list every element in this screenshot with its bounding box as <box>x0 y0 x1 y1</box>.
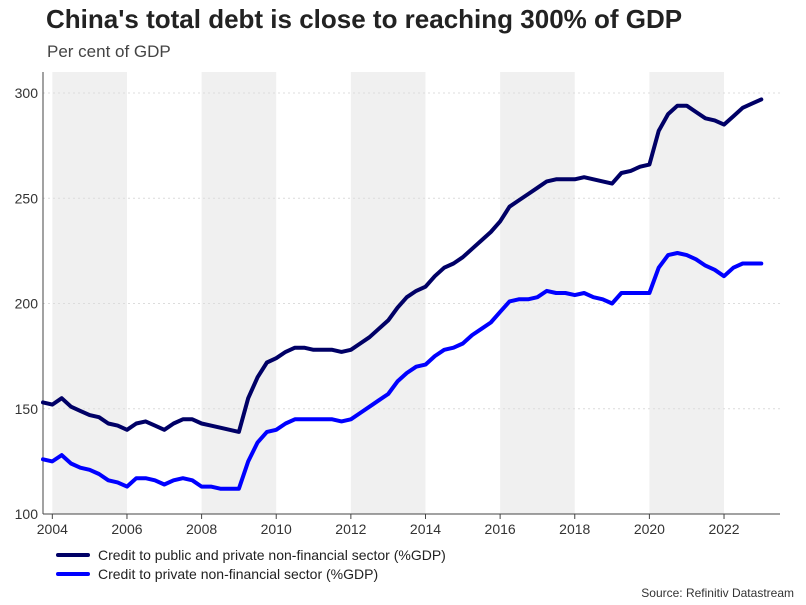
x-tick-label-2012: 2012 <box>335 521 366 537</box>
x-tick-label-2014: 2014 <box>410 521 441 537</box>
x-tick-label-2004: 2004 <box>37 521 68 537</box>
legend-swatch-series-1 <box>56 552 90 557</box>
source-note: Source: Refinitiv Datastream <box>641 586 794 600</box>
x-tick-label-2018: 2018 <box>559 521 590 537</box>
y-tick-label-150: 150 <box>15 401 39 417</box>
x-tick-label-2008: 2008 <box>186 521 217 537</box>
legend-item-series-1[interactable]: Credit to public and private non-financi… <box>56 545 446 564</box>
shaded-bands <box>52 72 725 514</box>
legend-item-series-2[interactable]: Credit to private non-financial sector (… <box>56 564 446 583</box>
y-tick-label-300: 300 <box>15 85 39 101</box>
x-tick-label-2020: 2020 <box>634 521 665 537</box>
chart-title: China's total debt is close to reaching … <box>46 4 683 34</box>
y-tick-label-200: 200 <box>15 296 39 312</box>
x-tick-label-2006: 2006 <box>111 521 142 537</box>
series-line-1 <box>41 97 764 434</box>
y-tick-labels: 100 150 200 250 300 <box>15 85 39 522</box>
x-tick-label-2016: 2016 <box>485 521 516 537</box>
x-tick-labels: 2004 2006 2008 2010 2012 2014 2016 2018 2020 2022 <box>37 521 740 537</box>
chart-subtitle: Per cent of GDP <box>47 42 171 61</box>
series-line-2 <box>41 251 764 491</box>
x-tick-label-2010: 2010 <box>261 521 292 537</box>
shaded-band-5 <box>649 72 725 514</box>
legend: Credit to public and private non-financi… <box>56 545 446 583</box>
y-tick-label-250: 250 <box>15 190 39 206</box>
series-lines <box>41 97 764 491</box>
legend-label-series-2: Credit to private non-financial sector (… <box>98 565 379 582</box>
shaded-band-1 <box>52 72 127 514</box>
shaded-band-2 <box>201 72 277 514</box>
legend-swatch-series-2 <box>56 571 90 576</box>
y-tick-label-100: 100 <box>15 506 39 522</box>
legend-label-series-1: Credit to public and private non-financi… <box>98 546 446 563</box>
axes <box>42 72 780 519</box>
x-tick-label-2022: 2022 <box>708 521 739 537</box>
